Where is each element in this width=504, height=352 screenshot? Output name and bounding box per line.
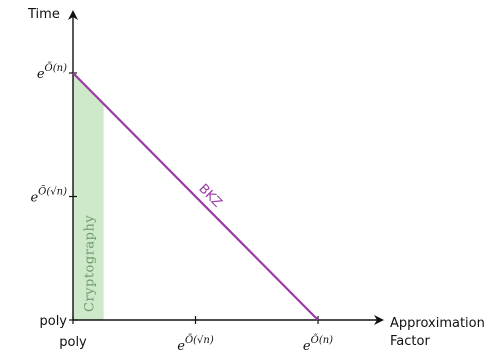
x-axis-label-line-2: Factor	[390, 334, 430, 349]
y-tick-label-exponent: Õ(√n)	[38, 186, 67, 198]
series-line-bkz	[72, 72, 319, 321]
x-tick-label-base: e	[177, 339, 185, 352]
x-tick-label-exponent: Õ(n)	[311, 334, 334, 346]
series-label-bkz: BKZ	[195, 181, 224, 210]
y-tick-label-base: e	[37, 67, 45, 82]
y-tick-label: poly	[39, 314, 67, 329]
y-tick-label: eÕ(√n)	[30, 186, 67, 206]
cryptography-region	[73, 73, 104, 320]
y-tick-label: eÕ(n)	[37, 62, 67, 82]
y-tick-label-base: e	[30, 191, 38, 206]
x-tick-label: eÕ(n)	[303, 334, 333, 352]
x-tick-label-exponent: Õ(√n)	[185, 334, 214, 346]
x-tick-label: eÕ(√n)	[177, 334, 214, 352]
x-tick-label-base: e	[303, 339, 311, 352]
x-axis-label-line-1: Approximation	[390, 316, 485, 331]
y-tick-label-exponent: Õ(n)	[45, 62, 68, 74]
x-tick-label: poly	[59, 335, 87, 350]
cryptography-region-label: Cryptography	[82, 215, 97, 312]
y-axis-label: Time	[27, 7, 60, 22]
series-group: BKZ	[72, 72, 319, 321]
